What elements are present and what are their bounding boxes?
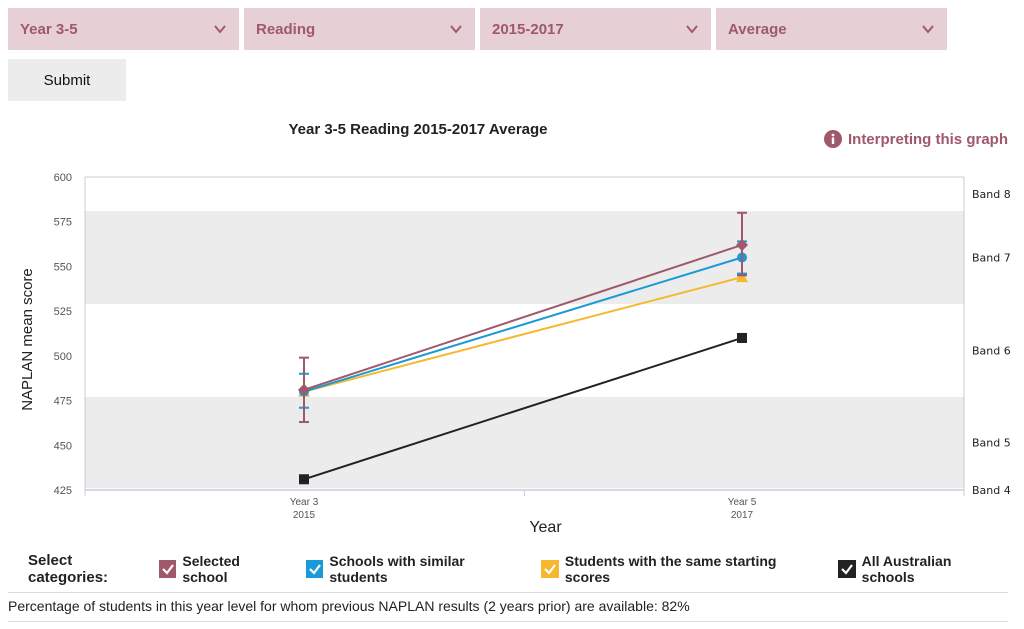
band-label: Band 7	[972, 251, 1011, 264]
chevron-down-icon	[922, 25, 934, 34]
x-tick-label: 2015	[293, 510, 316, 521]
y-axis-title: NAPLAN mean score	[19, 268, 36, 411]
y-tick-label: 550	[54, 261, 72, 273]
domain-dropdown-value: Reading	[256, 20, 316, 38]
series-line	[303, 276, 743, 393]
info-icon	[823, 130, 842, 148]
interpreting-graph-link[interactable]: Interpreting this graph	[823, 130, 1008, 148]
line-chart: Band 8 Band 7 Band 6 Band 5 Band 4 425 450 475 5…	[19, 172, 1011, 536]
y-tick-label: 425	[54, 485, 72, 497]
submit-button[interactable]: Submit	[8, 59, 126, 101]
legend-label: All Australian schools	[861, 553, 952, 585]
domain-dropdown[interactable]: Reading	[244, 8, 475, 50]
chevron-down-icon	[450, 25, 462, 34]
divider	[8, 621, 1008, 622]
x-tick-label: Year 5	[728, 497, 757, 508]
category-legend: Select categories: Selected school Schoo…	[28, 552, 1024, 586]
legend-title: Select categories:	[28, 552, 109, 586]
legend-item-selected-school[interactable]: Selected school	[158, 553, 286, 585]
legend-label: Selected school	[182, 553, 240, 585]
years-dropdown[interactable]: 2015-2017	[480, 8, 711, 50]
x-tick-label: 2017	[731, 510, 754, 521]
x-axis-title: Year	[529, 519, 562, 536]
legend-label: Students with the same starting scores	[564, 553, 777, 585]
availability-note: Percentage of students in this year leve…	[8, 598, 690, 614]
band-label: Band 8	[972, 188, 1011, 201]
band-shade	[85, 210, 964, 304]
legend-item-similar-schools[interactable]: Schools with similar students	[305, 553, 522, 585]
checkbox-checked-icon[interactable]	[541, 560, 559, 578]
chevron-down-icon	[686, 25, 698, 34]
data-point	[299, 474, 309, 485]
data-point	[736, 238, 748, 251]
legend-item-all-australian-schools[interactable]: All Australian schools	[838, 553, 1004, 585]
y-tick-label: 525	[54, 306, 72, 318]
measure-dropdown-value: Average	[728, 20, 787, 38]
y-tick-label: 450	[54, 440, 72, 452]
checkbox-checked-icon[interactable]	[158, 560, 177, 578]
band-label: Band 4	[972, 484, 1011, 497]
data-point	[298, 383, 310, 396]
y-tick-label: 475	[54, 396, 72, 408]
data-point	[737, 332, 747, 343]
checkbox-checked-icon[interactable]	[838, 560, 856, 578]
year-level-dropdown[interactable]: Year 3-5	[8, 8, 239, 50]
x-tick-label: Year 3	[290, 497, 319, 508]
y-tick-label: 500	[54, 351, 72, 363]
legend-label: Schools with similar students	[329, 553, 465, 585]
years-dropdown-value: 2015-2017	[492, 20, 564, 38]
legend-item-same-starting-scores[interactable]: Students with the same starting scores	[541, 553, 818, 585]
series-line	[303, 244, 743, 391]
chevron-down-icon	[214, 25, 226, 34]
y-tick-label: 575	[54, 217, 72, 229]
band-label: Band 5	[972, 437, 1011, 450]
y-tick-label: 600	[54, 172, 72, 184]
measure-dropdown[interactable]: Average	[716, 8, 947, 50]
series-line	[303, 256, 743, 393]
series-line	[303, 337, 743, 481]
interpreting-graph-label: Interpreting this graph	[847, 130, 1008, 148]
band-shade	[85, 396, 964, 489]
chart-title: Year 3-5 Reading 2015-2017 Average	[288, 121, 548, 138]
data-point	[736, 271, 748, 283]
checkbox-checked-icon[interactable]	[305, 560, 324, 578]
divider	[8, 592, 1008, 593]
band-label: Band 6	[972, 344, 1011, 357]
year-level-dropdown-value: Year 3-5	[20, 20, 78, 38]
